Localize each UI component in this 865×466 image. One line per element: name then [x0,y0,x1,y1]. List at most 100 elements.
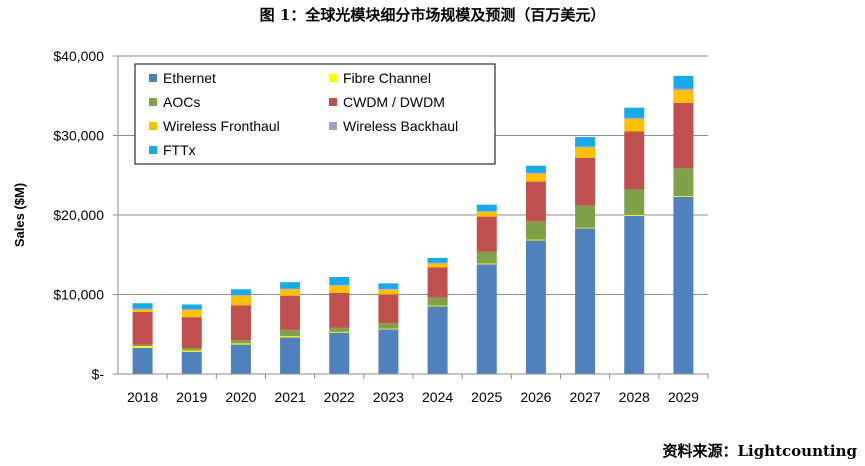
bar-segment-fttx [329,277,350,285]
legend-swatch [149,146,157,154]
bar-segment-aocs [476,251,497,264]
bar-segment-cwdm-dwdm [525,181,546,222]
page-title: 图 1：全球光模块细分市场规模及预测（百万美元） [259,6,606,24]
source-note: 资料来源：Lightcounting [662,442,857,460]
bar-segment-ethernet [476,264,497,374]
legend-label: Fibre Channel [343,70,431,86]
bar-segment-wireless-backhaul [673,88,694,91]
bar-segment-fibre-channel [427,305,448,307]
bar-segment-fibre-channel [329,331,350,333]
bar-segment-fttx [624,107,645,119]
x-tick-label: 2020 [225,389,256,405]
bar-segment-fibre-channel [132,346,153,348]
y-tick-label: $20,000 [53,207,104,223]
bar-segment-ethernet [132,347,153,374]
bar-segment-ethernet [378,329,399,374]
x-tick-label: 2026 [520,389,551,405]
bar-segment-fttx [525,165,546,173]
bar-segment-wireless-backhaul [230,294,251,296]
legend-box [134,63,496,165]
legend-label: CWDM / DWDM [343,94,445,110]
bar-segment-wireless-backhaul [181,309,202,311]
bar-segment-wireless-fronthaul [427,263,448,268]
y-axis-label: Sales ($M) [12,183,27,247]
x-tick-label: 2024 [422,389,453,405]
bar-segment-wireless-fronthaul [230,295,251,306]
bar-segment-cwdm-dwdm [427,267,448,298]
bar-segment-fibre-channel [525,239,546,241]
legend-swatch [329,122,337,130]
bar-segment-wireless-fronthaul [525,173,546,182]
x-tick-label: 2028 [619,389,650,405]
legend-label: Wireless Fronthaul [163,118,280,134]
bar-segment-cwdm-dwdm [280,295,301,330]
bar-segment-fttx [132,303,153,309]
legend-swatch [329,98,337,106]
bar-segment-fibre-channel [280,336,301,338]
bar-segment-cwdm-dwdm [624,131,645,190]
bar-segment-fibre-channel [575,227,596,229]
bar-segment-cwdm-dwdm [378,294,399,324]
bar-segment-fttx [230,289,251,295]
y-tick-label: $30,000 [53,128,104,144]
bar-segment-wireless-fronthaul [624,118,645,132]
bar-segment-cwdm-dwdm [329,292,350,328]
bar-segment-wireless-fronthaul [673,90,694,103]
legend-swatch [149,98,157,106]
legend: Ethernet Fibre Channel AOCs CWDM / DWDM Wire… [134,63,496,165]
x-tick-label: 2027 [570,389,601,405]
bar-segment-fttx [378,283,399,289]
bar-segment-fttx [673,75,694,89]
bar-segment-ethernet [673,196,694,374]
bar-segment-aocs [525,221,546,240]
x-tick-label: 2023 [373,389,404,405]
legend-swatch [149,122,157,130]
bar-segment-aocs [181,348,202,351]
bar-segment-aocs [427,297,448,306]
bar-segment-ethernet [624,215,645,374]
bar-segment-wireless-backhaul [624,118,645,119]
bar-segment-wireless-fronthaul [476,211,497,217]
bar-segment-fttx [280,282,301,289]
bar-segment-wireless-backhaul [525,172,546,174]
bar-segment-aocs [230,340,251,344]
bar-segment-ethernet [525,240,546,374]
bar-segment-wireless-backhaul [280,288,301,290]
bar-segment-ethernet [181,351,202,374]
x-tick-label: 2029 [668,389,699,405]
y-tick-label: $10,000 [53,287,104,303]
y-tick-label: $- [92,366,105,382]
bar-segment-wireless-fronthaul [132,309,153,312]
bar-segment-ethernet [427,306,448,374]
bars-layer [132,75,694,374]
bar-segment-fibre-channel [378,328,399,330]
legend-label: Ethernet [163,70,216,86]
legend-label: AOCs [163,94,200,110]
bar-segment-fibre-channel [673,195,694,197]
bar-segment-fttx [427,257,448,263]
x-tick-label: 2021 [275,389,306,405]
bar-segment-aocs [280,329,301,337]
x-tick-label: 2019 [176,389,207,405]
bar-segment-wireless-backhaul [329,284,350,286]
bar-segment-wireless-fronthaul [329,285,350,293]
bar-segment-ethernet [575,228,596,374]
stacked-bar-chart: $- $10,000 $20,000 $30,000 $40,000 2018 2019 20… [12,48,709,405]
bar-segment-wireless-backhaul [378,288,399,290]
bar-segment-fttx [476,204,497,212]
legend-label: FTTx [163,142,196,158]
bar-segment-cwdm-dwdm [230,305,251,341]
bar-segment-cwdm-dwdm [132,311,153,345]
bar-segment-wireless-backhaul [132,308,153,310]
legend-swatch [329,74,337,82]
bar-segment-aocs [673,168,694,196]
bar-segment-wireless-fronthaul [181,310,202,318]
bar-segment-aocs [624,189,645,215]
bar-segment-aocs [132,344,153,347]
bar-segment-fibre-channel [230,343,251,345]
bar-segment-fttx [181,304,202,310]
bar-segment-cwdm-dwdm [673,102,694,169]
bar-segment-cwdm-dwdm [181,317,202,349]
bar-segment-cwdm-dwdm [476,216,497,252]
bar-segment-ethernet [329,332,350,374]
